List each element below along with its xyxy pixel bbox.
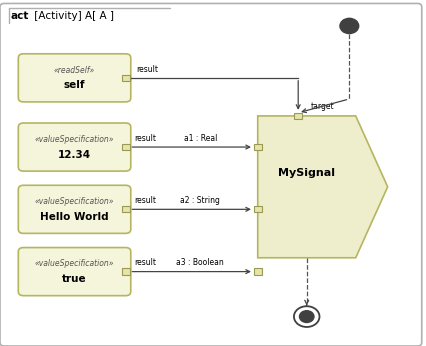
Circle shape bbox=[340, 18, 359, 34]
FancyBboxPatch shape bbox=[0, 3, 422, 346]
Text: MySignal: MySignal bbox=[278, 168, 335, 178]
Bar bbox=[294, 113, 302, 119]
Text: result: result bbox=[136, 65, 158, 74]
FancyBboxPatch shape bbox=[18, 248, 131, 295]
Text: self: self bbox=[64, 81, 85, 90]
Text: «valueSpecification»: «valueSpecification» bbox=[35, 197, 114, 206]
Text: «valueSpecification»: «valueSpecification» bbox=[35, 135, 114, 144]
Text: result: result bbox=[135, 258, 157, 267]
Text: target: target bbox=[311, 102, 334, 111]
Text: «readSelf»: «readSelf» bbox=[54, 66, 95, 75]
Text: Hello World: Hello World bbox=[40, 212, 109, 222]
Text: a3 : Boolean: a3 : Boolean bbox=[176, 258, 224, 267]
Text: result: result bbox=[135, 196, 157, 205]
Text: 12.34: 12.34 bbox=[58, 150, 91, 160]
Text: result: result bbox=[135, 134, 157, 143]
Bar bbox=[122, 75, 130, 81]
Text: a2 : String: a2 : String bbox=[180, 196, 220, 205]
Text: a1 : Real: a1 : Real bbox=[184, 134, 217, 143]
FancyBboxPatch shape bbox=[18, 185, 131, 233]
Bar bbox=[122, 144, 130, 150]
Bar bbox=[254, 206, 262, 212]
Text: [Activity] A[ A ]: [Activity] A[ A ] bbox=[31, 11, 114, 20]
Text: «valueSpecification»: «valueSpecification» bbox=[35, 260, 114, 268]
FancyBboxPatch shape bbox=[18, 54, 131, 102]
Circle shape bbox=[294, 306, 320, 327]
Text: act: act bbox=[11, 11, 29, 20]
Bar bbox=[122, 268, 130, 275]
Bar bbox=[254, 268, 262, 275]
Bar bbox=[254, 144, 262, 150]
Text: true: true bbox=[62, 274, 87, 284]
Polygon shape bbox=[258, 116, 388, 258]
Circle shape bbox=[299, 311, 314, 322]
Bar bbox=[122, 206, 130, 212]
FancyBboxPatch shape bbox=[18, 123, 131, 171]
